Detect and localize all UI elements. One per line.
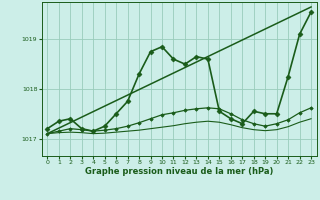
X-axis label: Graphe pression niveau de la mer (hPa): Graphe pression niveau de la mer (hPa) [85, 167, 273, 176]
